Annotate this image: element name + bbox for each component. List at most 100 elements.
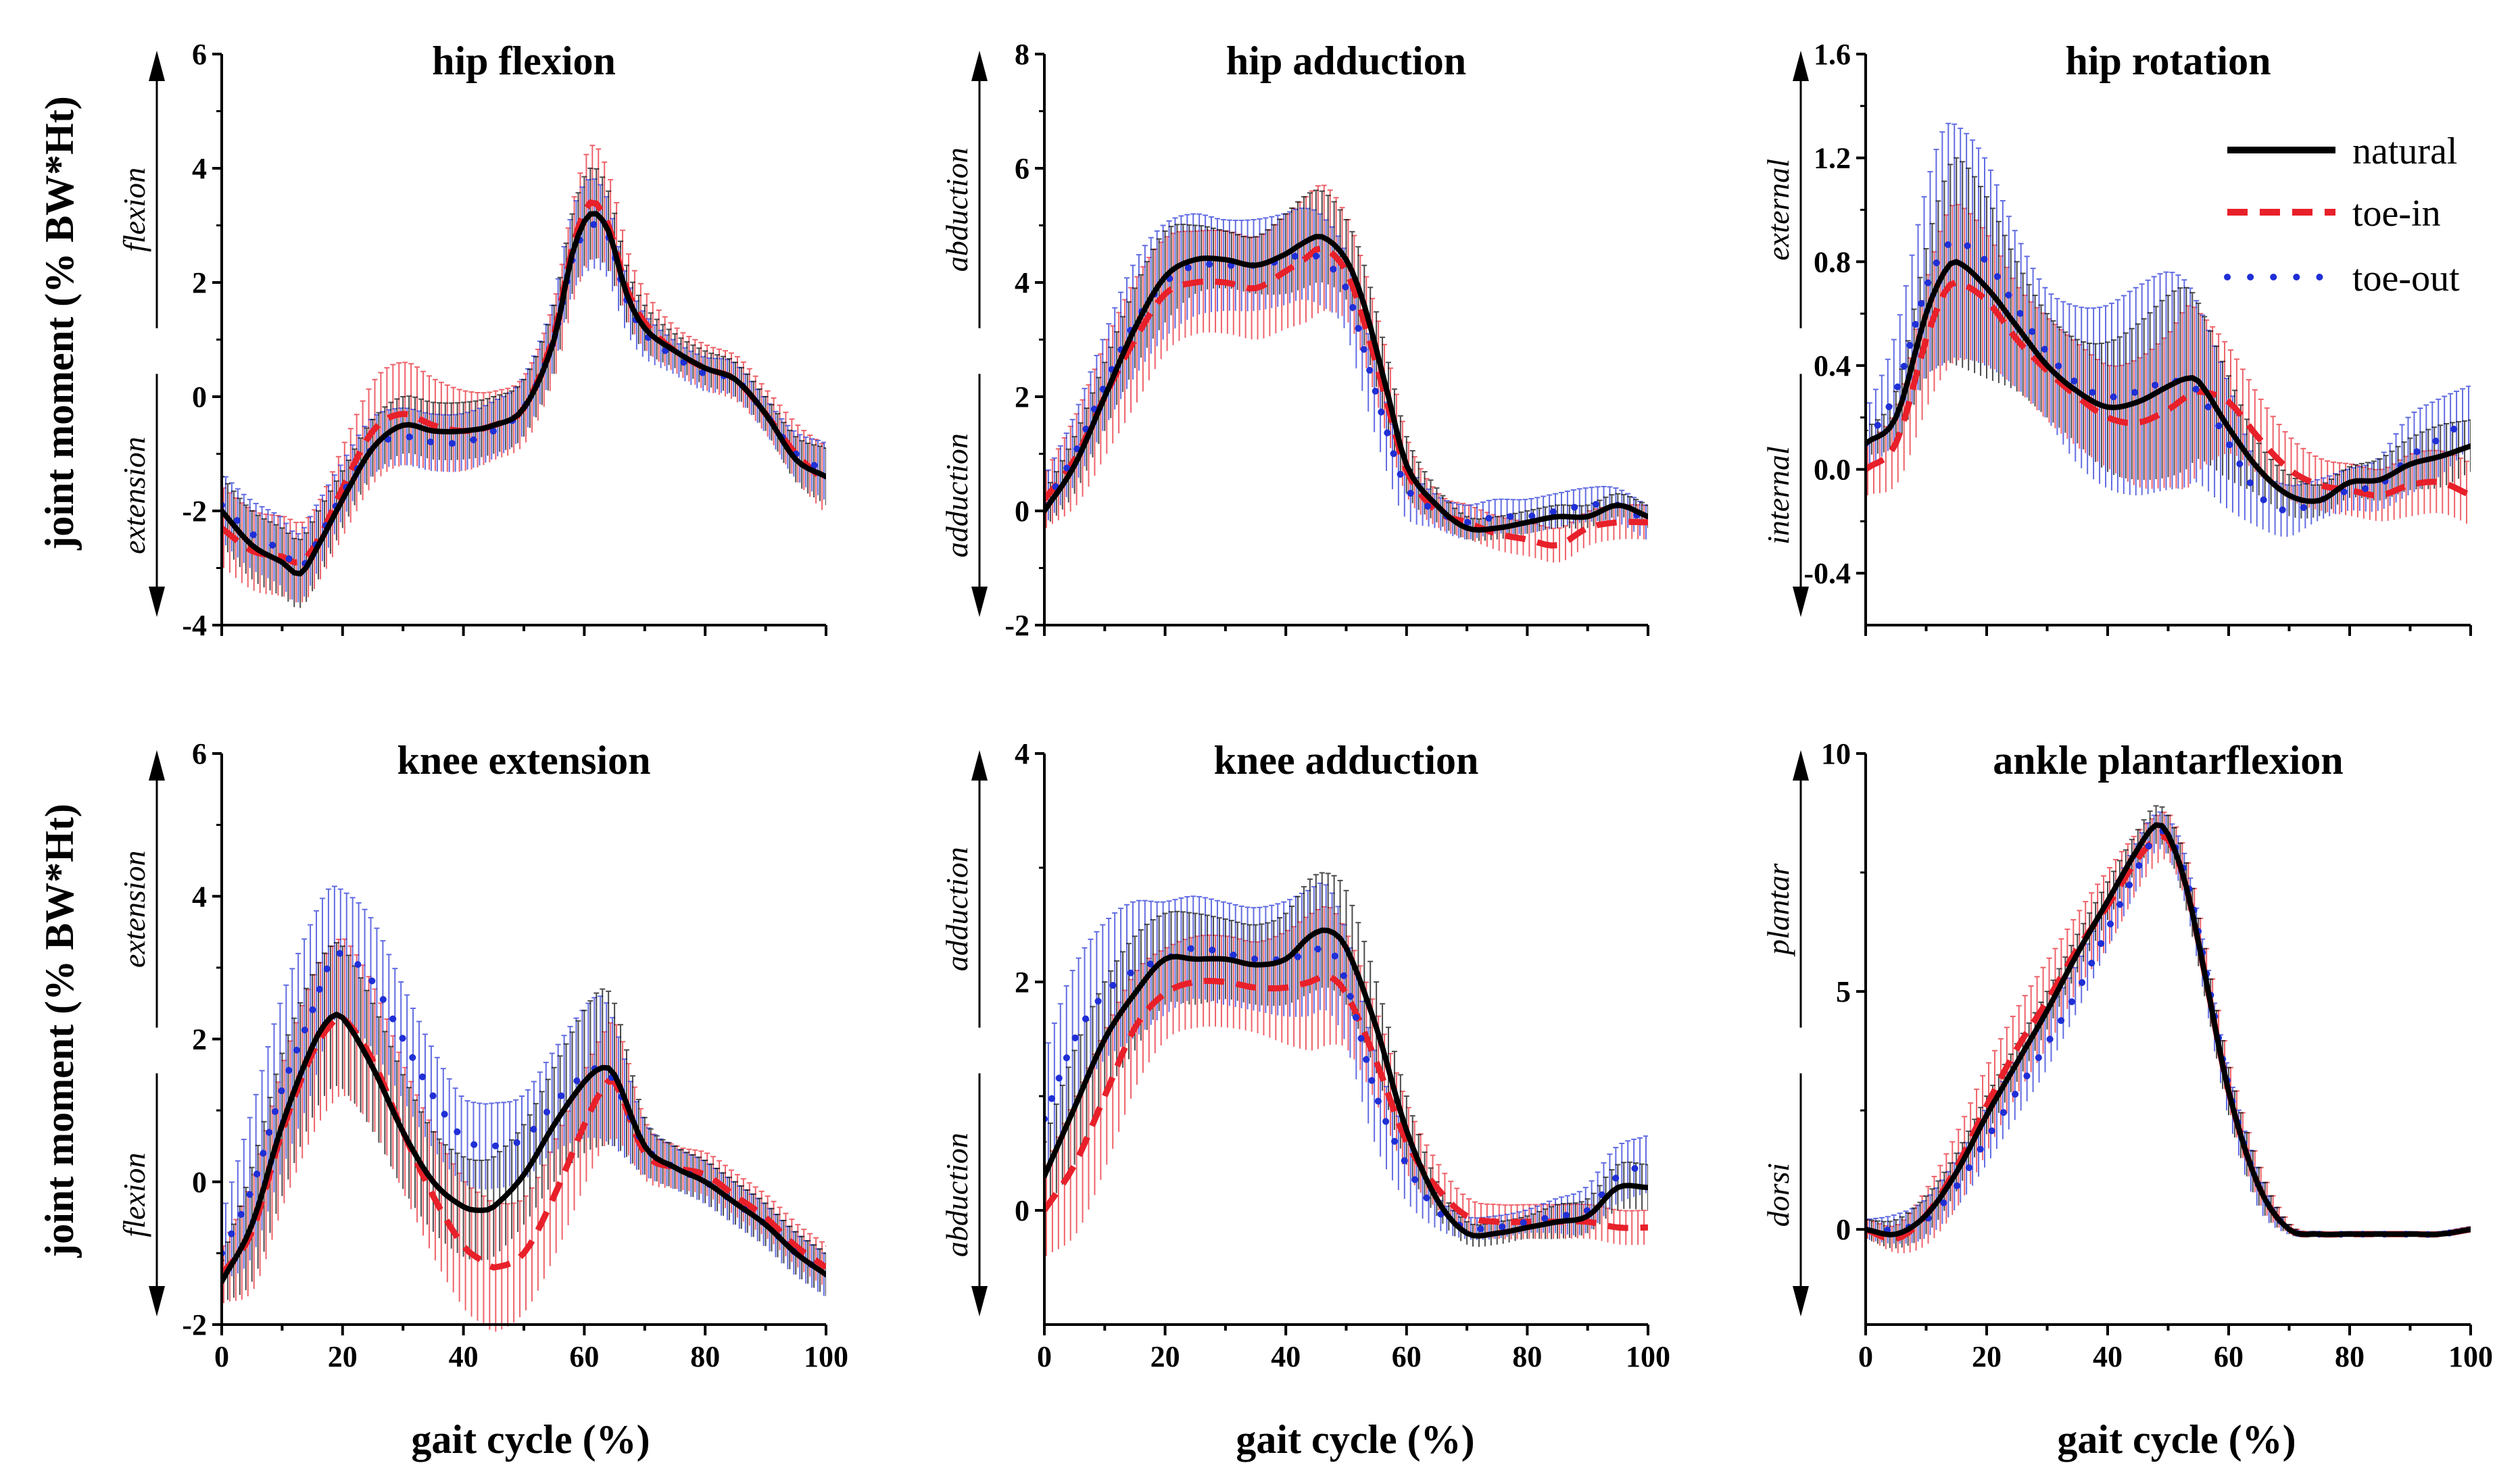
direction-label-up: extension xyxy=(117,850,151,968)
y-tick-label: 1.2 xyxy=(1814,142,1851,175)
y-tick-label: 0.0 xyxy=(1814,453,1851,487)
series-line-natural xyxy=(1044,234,1648,533)
direction-arrow-up-head xyxy=(149,51,165,81)
panel-title: hip flexion xyxy=(432,39,616,83)
y-tick-label: -4 xyxy=(182,609,207,642)
direction-arrow-down-head xyxy=(971,1286,988,1316)
x-tick-label: 0 xyxy=(1858,1340,1873,1373)
panel-hip-adduction: -2 0 2 4 6 8 hip adduction abduction adduction xyxy=(940,38,1649,642)
y-tick-label: 0 xyxy=(1015,495,1029,528)
y-tick-label: 4 xyxy=(192,880,207,913)
y-tick-label: 0.8 xyxy=(1814,245,1851,278)
panel-title: ankle plantarflexion xyxy=(1993,738,2343,783)
direction-label-down: flexion xyxy=(117,1153,151,1237)
panel-title: hip rotation xyxy=(2066,39,2271,83)
x-tick-label: 80 xyxy=(2335,1340,2365,1373)
plot-area xyxy=(1044,184,1648,563)
direction-arrow-down-head xyxy=(971,587,988,617)
y-tick-label: -0.4 xyxy=(1803,557,1851,590)
y-tick-label: 4 xyxy=(1015,266,1029,299)
row1-ylabel: joint moment (% BW*Ht) xyxy=(37,96,82,551)
y-tick-label: -2 xyxy=(182,1308,207,1341)
direction-arrow-up-head xyxy=(971,51,988,81)
x-tick-label: 20 xyxy=(328,1340,358,1373)
x-tick-label: 0 xyxy=(214,1340,229,1373)
series-line-toe-in xyxy=(1866,279,2471,499)
panel-title: knee adduction xyxy=(1214,738,1479,783)
y-tick-label: 4 xyxy=(192,152,207,185)
direction-label-up: adduction xyxy=(940,847,974,971)
x-tick-label: 80 xyxy=(1512,1340,1542,1373)
panel-hip-rotation: -0.4 0.0 0.4 0.8 1.2 1.6 hip rotation external i… xyxy=(1761,38,2472,636)
x-tick-label: 20 xyxy=(1150,1340,1180,1373)
y-tick-label: 0 xyxy=(1836,1213,1851,1246)
series-line-natural xyxy=(1866,822,2471,1238)
direction-label-down: abduction xyxy=(940,1133,974,1257)
legend: natural toe-in toe-out xyxy=(2224,130,2460,299)
x-tick-label: 20 xyxy=(1972,1340,2002,1373)
direction-arrow-down-head xyxy=(1793,1286,1809,1316)
y-tick-label: 2 xyxy=(1015,380,1029,414)
y-tick-label: 0 xyxy=(1015,1194,1029,1227)
y-tick-label: 4 xyxy=(1015,737,1029,770)
x-tick-label: 100 xyxy=(804,1340,848,1373)
y-tick-label: 10 xyxy=(1821,737,1851,770)
x-tick-label: 100 xyxy=(2448,1340,2493,1373)
direction-label-down: adduction xyxy=(940,433,974,558)
panel-hip-flexion: -4 -2 0 2 4 6 hip flexion flexion extension xyxy=(117,38,827,642)
y-tick-label: -2 xyxy=(1004,609,1029,642)
direction-label-up: abduction xyxy=(940,147,974,272)
x-tick-label: 40 xyxy=(2093,1340,2123,1373)
series-line-natural xyxy=(222,211,826,576)
series-line-toe-in xyxy=(222,1014,826,1277)
plot-area xyxy=(1866,122,2471,537)
series-line-toe-out xyxy=(1866,237,2471,514)
direction-arrow-up-head xyxy=(1793,51,1809,81)
direction-arrow-down-head xyxy=(149,587,165,617)
y-tick-label: 2 xyxy=(192,266,207,299)
y-tick-label: 2 xyxy=(192,1023,207,1056)
direction-arrow-down-head xyxy=(1793,587,1809,617)
y-tick-label: 0 xyxy=(192,380,207,414)
y-tick-label: 5 xyxy=(1836,975,1851,1008)
x-tick-label: 100 xyxy=(1626,1340,1670,1373)
x-tick-label: 40 xyxy=(1271,1340,1301,1373)
direction-label-down: dorsi xyxy=(1761,1163,1795,1227)
legend-label-toe-in: toe-in xyxy=(2352,193,2441,235)
y-tick-label: 8 xyxy=(1015,38,1029,71)
panel-title: hip adduction xyxy=(1226,39,1466,83)
series-line-toe-out xyxy=(1044,250,1648,526)
x-tick-label: 80 xyxy=(690,1340,720,1373)
direction-arrow-down-head xyxy=(149,1286,165,1316)
direction-arrow-up-head xyxy=(971,750,988,781)
direction-label-up: flexion xyxy=(117,168,151,252)
y-tick-label: 0.4 xyxy=(1814,349,1851,383)
y-tick-label: 0 xyxy=(192,1166,207,1199)
x-tick-label: 60 xyxy=(2214,1340,2244,1373)
plot-area xyxy=(222,885,826,1332)
series-line-natural xyxy=(1044,927,1648,1239)
panel-title: knee extension xyxy=(397,738,651,783)
direction-label-down: extension xyxy=(117,437,151,554)
y-tick-label: -2 xyxy=(182,495,207,528)
plot-area xyxy=(1044,872,1648,1256)
x-tick-label: 40 xyxy=(449,1340,479,1373)
x-tick-label: 0 xyxy=(1037,1340,1052,1373)
col2-xlabel: gait cycle (%) xyxy=(1236,1417,1474,1462)
series-line-natural xyxy=(1866,259,2471,504)
row2-ylabel: joint moment (% BW*Ht) xyxy=(37,804,82,1258)
legend-label-toe-out: toe-out xyxy=(2352,257,2460,299)
direction-label-up: external xyxy=(1761,159,1795,261)
col1-xlabel: gait cycle (%) xyxy=(411,1417,650,1462)
legend-label-natural: natural xyxy=(2352,130,2457,172)
x-tick-label: 60 xyxy=(569,1340,599,1373)
direction-label-up: plantar xyxy=(1761,862,1795,957)
series-line-natural xyxy=(222,1012,826,1285)
y-tick-label: 1.6 xyxy=(1814,38,1851,71)
x-tick-label: 60 xyxy=(1392,1340,1422,1373)
col3-xlabel: gait cycle (%) xyxy=(2057,1417,2296,1462)
series-line-toe-in xyxy=(1044,245,1648,549)
series-line-toe-out xyxy=(1044,943,1648,1233)
